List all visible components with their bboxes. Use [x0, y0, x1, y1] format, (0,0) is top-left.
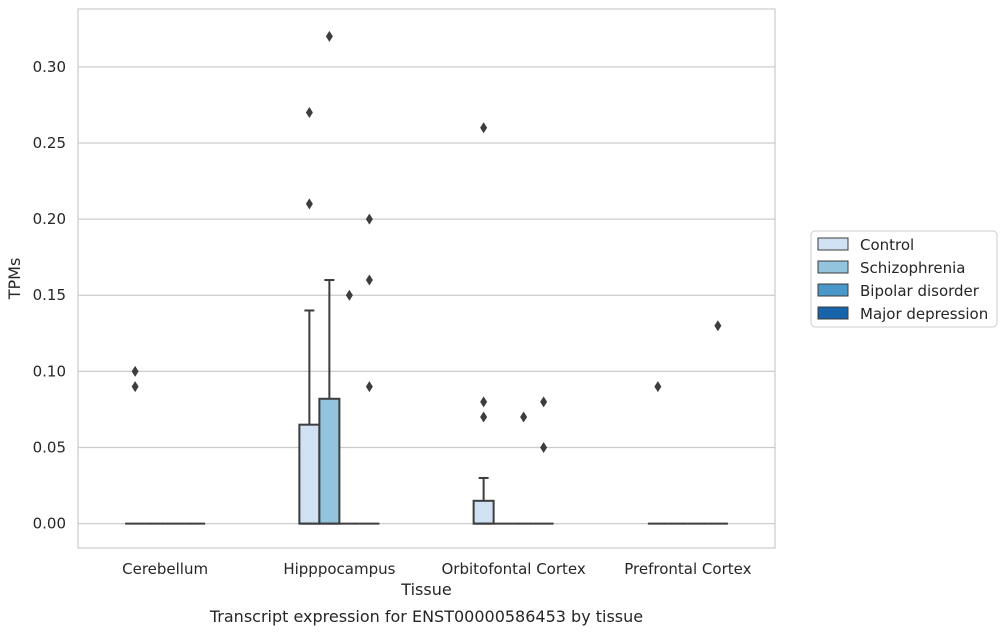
- outlier-point: [365, 213, 373, 225]
- legend-frame: [810, 230, 998, 328]
- outlier-point: [480, 396, 488, 408]
- box-hipppocampus-schizophrenia: [318, 30, 341, 525]
- outlier-point: [365, 274, 373, 286]
- grid-lines: [78, 66, 775, 525]
- outlier-point: [540, 396, 548, 408]
- box-cerebellum-control: [125, 365, 146, 525]
- box-hipppocampus-bipolar-disorder: [339, 289, 360, 525]
- outlier-point: [714, 320, 722, 332]
- legend-label: Control: [860, 236, 914, 254]
- legend-label: Major depression: [860, 305, 988, 323]
- y-tick-label: 0.15: [33, 286, 66, 304]
- plot-frame: [77, 8, 776, 549]
- outlier-point: [365, 381, 373, 393]
- x-tick-labels: Cerebellum Hipppocampus Orbitofontal Corte…: [122, 560, 751, 578]
- outlier-point: [540, 442, 548, 454]
- y-tick-labels: 0.00 0.05 0.10 0.15 0.20 0.25 0.30: [33, 58, 66, 533]
- box-hipppocampus-major-depression: [359, 213, 380, 525]
- x-tick-label: Cerebellum: [122, 560, 208, 578]
- outlier-point: [480, 122, 488, 134]
- y-tick-label: 0.20: [33, 210, 66, 228]
- box-prefrontal-cortex-major-depression: [707, 320, 728, 525]
- outlier-point: [654, 381, 662, 393]
- y-tick-label: 0.10: [33, 362, 66, 380]
- legend-label: Schizophrenia: [860, 259, 965, 277]
- legend-swatch: [817, 237, 849, 251]
- legend-swatch: [817, 260, 849, 274]
- outlier-point: [131, 365, 139, 377]
- outlier-point: [131, 381, 139, 393]
- legend-swatch: [817, 283, 849, 297]
- x-tick-label: Hipppocampus: [283, 560, 395, 578]
- box-orbitofontal-cortex-control: [472, 122, 495, 525]
- y-tick-label: 0.00: [33, 515, 66, 533]
- outlier-point: [305, 198, 313, 210]
- legend: Control Schizophrenia Bipolar disorder Majo…: [810, 230, 998, 328]
- x-tick-label: Orbitofontal Cortex: [442, 560, 586, 578]
- box-body: [318, 397, 341, 525]
- boxes: [125, 30, 728, 525]
- box-orbitofontal-cortex-major-depression: [533, 396, 554, 525]
- outlier-point: [480, 411, 488, 423]
- box-hipppocampus-control: [298, 107, 321, 525]
- x-axis-label: Tissue: [400, 580, 451, 599]
- box-prefrontal-cortex-control: [647, 381, 668, 525]
- y-axis-label: TPMs: [5, 258, 24, 301]
- outlier-point: [345, 289, 353, 301]
- box-orbitofontal-cortex-bipolar-disorder: [513, 411, 534, 525]
- x-tick-label: Prefrontal Cortex: [624, 560, 751, 578]
- plot-background: [78, 9, 775, 548]
- legend-label: Bipolar disorder: [860, 282, 980, 300]
- legend-swatch: [817, 306, 849, 320]
- y-tick-label: 0.05: [33, 439, 66, 457]
- outlier-point: [520, 411, 528, 423]
- box-body: [298, 423, 321, 525]
- y-tick-label: 0.30: [33, 58, 66, 76]
- outlier-point: [325, 30, 333, 42]
- outlier-point: [305, 107, 313, 119]
- chart-caption: Transcript expression for ENST0000058645…: [209, 607, 643, 626]
- y-tick-label: 0.25: [33, 134, 66, 152]
- box-body: [472, 499, 495, 525]
